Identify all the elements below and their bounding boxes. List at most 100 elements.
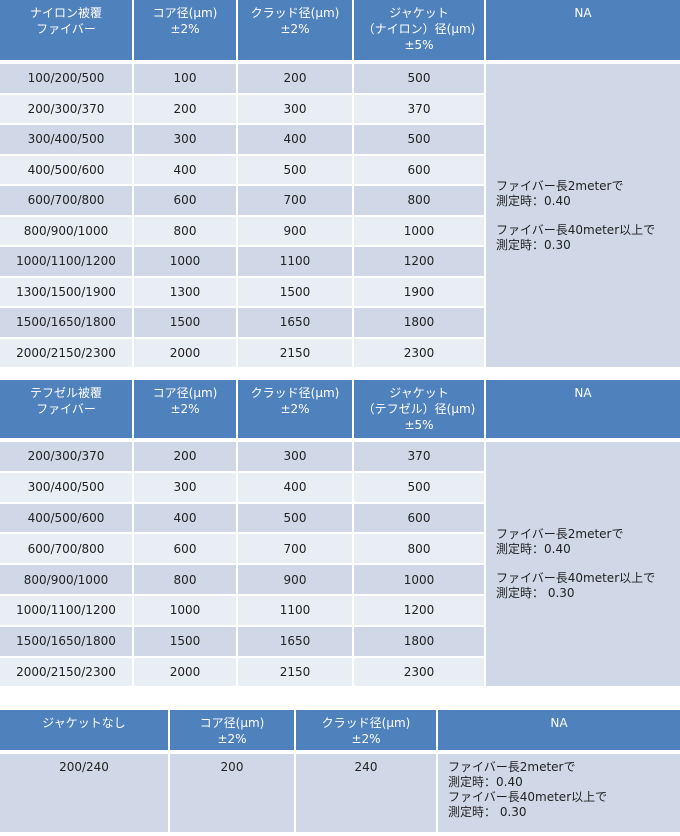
table-cell: 500 <box>354 472 484 502</box>
table-cell: 300/400/500 <box>0 125 132 154</box>
table-cell: 1500/1650/1800 <box>0 626 132 656</box>
table-cell: 1500 <box>134 626 236 656</box>
table-cell: 800/900/1000 <box>0 216 132 245</box>
table-cell: 300/400/500 <box>0 472 132 502</box>
table-cell: 800 <box>134 216 236 245</box>
na-spacer <box>496 209 680 223</box>
na-line: 測定時：0.40 <box>496 193 571 208</box>
table-cell: 100 <box>134 64 236 93</box>
table-cell: 400 <box>134 503 236 533</box>
table-cell: 400 <box>238 125 352 154</box>
table-cell: 200 <box>134 442 236 471</box>
table-cell: 1100 <box>238 247 352 276</box>
table-cell: 400 <box>238 472 352 502</box>
header-cell: NA <box>438 710 680 750</box>
table-cell: 600 <box>354 503 484 533</box>
na-line: ファイバー長40meter以上で <box>496 222 656 237</box>
unjacketed-fiber-table: ジャケットなし コア径(μm) ±2% クラッド径(μm) ±2% NA 200/240… <box>0 710 680 832</box>
table-cell: 200 <box>170 754 294 832</box>
table-cell: 1000 <box>134 247 236 276</box>
table-cell: 1500/1650/1800 <box>0 308 132 337</box>
table-body: 200/300/370 200 300 370 300/400/500 300 400 500… <box>0 442 680 687</box>
na-line: ファイバー長40meter以上で <box>448 790 608 804</box>
table-cell: 1650 <box>238 308 352 337</box>
table-cell: 200/300/370 <box>0 94 132 123</box>
table-cell: 800 <box>134 565 236 594</box>
table-cell: 2000 <box>134 657 236 687</box>
table-cell: 1200 <box>354 247 484 276</box>
table-cell: 900 <box>238 216 352 245</box>
table-cell: 400/500/600 <box>0 503 132 533</box>
table-body: 200/240 200 240 ファイバー長2meterで 測定時：0.40 ファイバー長… <box>0 754 680 832</box>
header-cell: ナイロン被覆 ファイバー <box>0 0 132 60</box>
table-header: テフゼル被覆 ファイバー コア径(μm) ±2% クラッド径(μm) ±2% ジャケッ… <box>0 380 680 438</box>
na-line: 測定時：0.30 <box>496 237 571 252</box>
na-line: 測定時： 0.30 <box>448 805 527 819</box>
table-cell: 1900 <box>354 277 484 306</box>
header-cell: ジャケットなし <box>0 710 168 750</box>
table-cell: 1800 <box>354 626 484 656</box>
header-cell: コア径(μm) ±2% <box>134 0 236 60</box>
table-cell: 800 <box>354 186 484 215</box>
na-line: 測定時： 0.30 <box>496 586 575 601</box>
table-cell: 1000 <box>354 216 484 245</box>
table-cell: 2300 <box>354 657 484 687</box>
na-cell: ファイバー長2meterで 測定時：0.40 ファイバー長40meter以上で 測定時… <box>486 64 680 367</box>
table-cell: 700 <box>238 186 352 215</box>
table-cell: 300 <box>134 125 236 154</box>
table-cell: 1650 <box>238 626 352 656</box>
header-cell: NA <box>486 380 680 438</box>
na-line: 測定時：0.40 <box>496 542 571 557</box>
table-cell: 500 <box>354 64 484 93</box>
table-cell: 200/300/370 <box>0 442 132 471</box>
table-cell: 300 <box>238 94 352 123</box>
table-cell: 1800 <box>354 308 484 337</box>
table-cell: 2150 <box>238 338 352 367</box>
table-cell: 1100 <box>238 595 352 625</box>
table-cell: 700 <box>238 534 352 564</box>
table-cell: 400 <box>134 155 236 184</box>
tefzel-fiber-table: テフゼル被覆 ファイバー コア径(μm) ±2% クラッド径(μm) ±2% ジャケッ… <box>0 380 680 687</box>
table-cell: 1000/1100/1200 <box>0 247 132 276</box>
table-cell: 2150 <box>238 657 352 687</box>
table-cell: 1300/1500/1900 <box>0 277 132 306</box>
table-cell: 500 <box>354 125 484 154</box>
header-cell: コア径(μm) ±2% <box>170 710 294 750</box>
header-cell: コア径(μm) ±2% <box>134 380 236 438</box>
na-cell: ファイバー長2meterで 測定時：0.40 ファイバー長40meter以上で 測定時… <box>486 442 680 687</box>
table-cell: 300 <box>134 472 236 502</box>
table-cell: 2300 <box>354 338 484 367</box>
table-cell: 300 <box>238 442 352 471</box>
header-cell: クラッド径(μm) ±2% <box>238 380 352 438</box>
table-cell: 500 <box>238 503 352 533</box>
na-line: ファイバー長2meterで <box>496 178 624 193</box>
table-cell: 600/700/800 <box>0 186 132 215</box>
na-line: ファイバー長2meterで <box>448 760 576 774</box>
table-cell: 900 <box>238 565 352 594</box>
na-cell: ファイバー長2meterで 測定時：0.40 ファイバー長40meter以上で 測定時… <box>438 754 680 832</box>
table-cell: 1500 <box>238 277 352 306</box>
table-cell: 240 <box>296 754 436 832</box>
header-cell: テフゼル被覆 ファイバー <box>0 380 132 438</box>
header-cell: クラッド径(μm) ±2% <box>296 710 436 750</box>
table-cell: 200 <box>134 94 236 123</box>
table-cell: 200 <box>238 64 352 93</box>
table-cell: 100/200/500 <box>0 64 132 93</box>
table-cell: 1200 <box>354 595 484 625</box>
table-cell: 600 <box>134 534 236 564</box>
table-cell: 400/500/600 <box>0 155 132 184</box>
na-line: 測定時：0.40 <box>448 775 523 789</box>
table-cell: 600/700/800 <box>0 534 132 564</box>
table-cell: 600 <box>354 155 484 184</box>
table-cell: 2000/2150/2300 <box>0 338 132 367</box>
na-line: ファイバー長2meterで <box>496 527 624 542</box>
table-cell: 600 <box>134 186 236 215</box>
table-cell: 2000 <box>134 338 236 367</box>
table-cell: 800/900/1000 <box>0 565 132 594</box>
header-cell: クラッド径(μm) ±2% <box>238 0 352 60</box>
table-cell: 1300 <box>134 277 236 306</box>
table-cell: 1000 <box>354 565 484 594</box>
nylon-fiber-table: ナイロン被覆 ファイバー コア径(μm) ±2% クラッド径(μm) ±2% ジャケッ… <box>0 0 680 367</box>
table-header: ナイロン被覆 ファイバー コア径(μm) ±2% クラッド径(μm) ±2% ジャケッ… <box>0 0 680 60</box>
table-cell: 370 <box>354 94 484 123</box>
